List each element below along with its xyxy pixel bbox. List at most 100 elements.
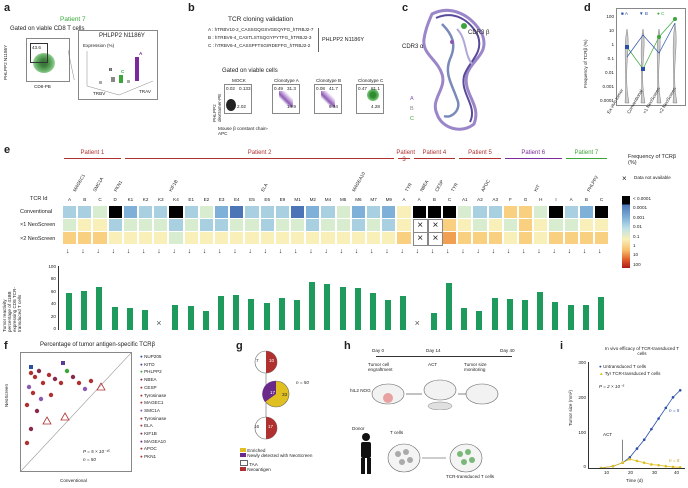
arrow-icon: ↓ xyxy=(476,248,480,255)
heatmap-cell xyxy=(367,219,381,231)
f-legend-item: ● SMC1A xyxy=(140,407,160,413)
heatmap-cell xyxy=(275,219,289,231)
gene-label: TYR xyxy=(404,182,413,193)
bar-ytick: 0 xyxy=(53,326,56,331)
patient-header-4: Patient 4 xyxy=(422,150,447,156)
tcr-id: M4 xyxy=(324,197,332,202)
series-point-1 xyxy=(611,464,615,468)
cdr3a-label: CDR3 α xyxy=(402,44,424,50)
reactivity-bar xyxy=(506,299,513,330)
heatmap-cell xyxy=(503,232,517,244)
cell-population xyxy=(33,53,55,73)
heatmap-cell xyxy=(427,206,441,218)
heatmap-cell xyxy=(579,232,593,244)
heatmap-cell xyxy=(108,219,122,231)
panel-i-xlabel: Time (d) xyxy=(626,478,643,483)
tcr-id: M6 xyxy=(355,197,362,202)
f-legend-item: ● PHLPP2 xyxy=(140,369,162,375)
tcr-id: A xyxy=(68,197,72,202)
i-xtick-3: 40 xyxy=(674,470,680,475)
arrow-icon: ↓ xyxy=(202,248,207,255)
f-legend-item: ● NUP205 xyxy=(140,354,162,359)
bar-ytick: 100 xyxy=(48,264,56,269)
tcr-id: E3 xyxy=(218,197,225,202)
heatmap-cell xyxy=(184,219,198,231)
panel-e-label: e xyxy=(4,144,11,156)
series-point-0 xyxy=(642,438,646,442)
heatmap-cell xyxy=(199,219,213,231)
f-legend-item: ● PKN1 xyxy=(140,454,157,460)
heatmap-cell xyxy=(245,232,259,244)
heatmap-cell xyxy=(488,206,502,218)
heatmap-cell xyxy=(154,206,168,218)
tcr-id: I xyxy=(555,197,557,202)
legend-c-b: B xyxy=(410,106,414,112)
tcr-id: C xyxy=(447,197,452,202)
series-point-1 xyxy=(628,457,632,461)
f-legend-item: ● CESP xyxy=(140,384,157,390)
plot-b-title: Clonotype B xyxy=(316,78,342,83)
f-legend-item: ● MAGEC1 xyxy=(140,400,164,406)
heatmap-cell xyxy=(306,219,320,231)
tcr-id: E6 xyxy=(264,197,270,202)
arrow-icon: ↓ xyxy=(263,248,268,255)
reactivity-bar xyxy=(324,283,331,330)
panel-b-gate-title: Gated on viable cells xyxy=(222,68,278,74)
tcr-id: D xyxy=(113,197,117,202)
heatmap-cell xyxy=(473,232,487,244)
reactivity-bar xyxy=(96,286,103,330)
na-icon: × xyxy=(622,174,627,183)
gene-label: ELA xyxy=(259,182,269,193)
panel-a-xlabel: CD8-PB xyxy=(34,84,51,89)
heatmap-cell: × xyxy=(412,219,428,233)
bar-clone-c xyxy=(119,75,123,83)
reactivity-bar xyxy=(537,291,544,330)
reactivity-bar xyxy=(278,297,285,330)
arrow-icon: ↓ xyxy=(506,248,511,255)
tcr-id: K1 xyxy=(127,197,134,202)
arrow-icon: ↓ xyxy=(537,248,541,255)
heatmap-cell xyxy=(443,232,457,244)
heatmap-cell xyxy=(260,232,274,244)
reactivity-bar xyxy=(294,300,300,330)
arrow-icon: ↓ xyxy=(309,248,313,255)
heatmap-cell xyxy=(351,232,365,244)
heatmap-cell xyxy=(458,206,472,218)
panel-a-flow-plot: 43.6 xyxy=(26,38,70,82)
patient-header-3: Patient 3 xyxy=(396,150,416,163)
heatmap-cell xyxy=(534,206,548,218)
heatmap-cell xyxy=(123,232,137,244)
heatmap-cell xyxy=(63,232,77,244)
inset-clone-c: C xyxy=(121,69,125,74)
reactivity-bar xyxy=(491,297,498,330)
arrow-icon: ↓ xyxy=(81,248,85,255)
f-legend-item: ● KIF1B xyxy=(140,431,157,436)
g-top-right: 10 xyxy=(269,358,275,363)
i-xtick-1: 20 xyxy=(628,470,634,475)
series-point-1 xyxy=(599,466,603,468)
g-pies xyxy=(254,350,290,440)
panel-f-title: Percentage of tumor antigen-specific TCR… xyxy=(40,342,156,348)
heatmap-cell xyxy=(199,206,213,218)
reactivity-bar xyxy=(233,294,240,330)
heatmap-cell xyxy=(291,232,305,244)
bar-ytick: 40 xyxy=(50,301,56,307)
heatmap-cell xyxy=(108,206,122,218)
series-point-0 xyxy=(635,447,639,450)
bar-ytick: 80 xyxy=(50,276,56,282)
heatmap-cell xyxy=(306,206,320,218)
heatmap-cell xyxy=(154,219,168,231)
tcr-id: K4 xyxy=(173,197,179,202)
tcr-id: H xyxy=(539,197,543,202)
cdr3b-label: CDR3 β xyxy=(468,30,490,36)
tcr-id: A xyxy=(569,197,573,202)
arrow-icon: ↓ xyxy=(491,248,496,255)
inset-title: PHLPP2 N1186Y xyxy=(99,33,145,39)
heatmap-cell xyxy=(488,219,502,231)
heatmap-cell xyxy=(169,232,183,244)
heatmap-cell xyxy=(63,219,77,231)
g-bot-left: 16 xyxy=(254,424,260,429)
clone-lines: A : hTRBV10-2_CASSGQGSVGEQYFG_hTRBJ2-7 B… xyxy=(208,27,340,48)
heatmap-cell xyxy=(564,206,578,218)
bar-clone-a xyxy=(135,57,139,81)
